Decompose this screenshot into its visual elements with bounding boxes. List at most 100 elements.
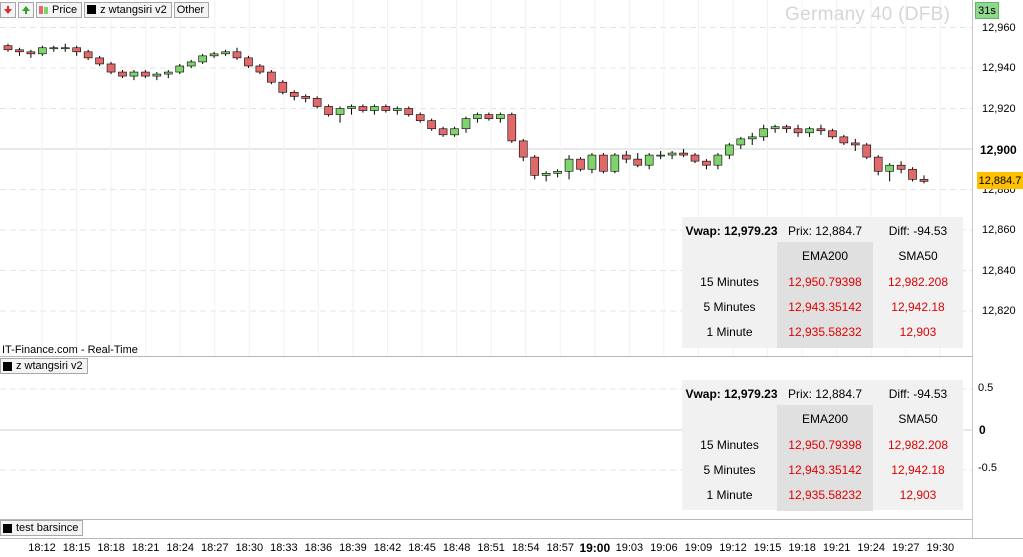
candle-up[interactable]	[656, 154, 665, 157]
candle-down[interactable]	[908, 168, 917, 180]
candle-down[interactable]	[679, 152, 688, 156]
candle-down[interactable]	[530, 156, 540, 176]
time-axis[interactable]: 18:12 18:15 18:18 18:21 18:24 18:27 18:30 18:33…	[0, 538, 1023, 557]
indicator-menu-button[interactable]: z wtangsiri v2	[84, 1, 172, 18]
candle-down[interactable]	[26, 51, 36, 55]
candle-down[interactable]	[404, 108, 414, 115]
other-menu-button[interactable]: Other	[173, 1, 210, 18]
candle-down[interactable]	[839, 136, 849, 144]
bottom-panel-label[interactable]: test barsince	[0, 520, 84, 536]
panel-divider[interactable]	[0, 519, 1023, 520]
candle-down[interactable]	[118, 71, 127, 77]
candle-down[interactable]	[862, 144, 872, 158]
candle-down[interactable]	[896, 164, 906, 170]
candle-down[interactable]	[95, 57, 104, 65]
candle-down[interactable]	[83, 51, 93, 59]
candle-up[interactable]	[60, 47, 70, 50]
candle-up[interactable]	[770, 126, 780, 130]
candle-up[interactable]	[335, 108, 345, 115]
candle-up[interactable]	[152, 73, 162, 77]
candle-down[interactable]	[324, 106, 333, 115]
candle-down[interactable]	[381, 106, 391, 111]
candle-up[interactable]	[713, 154, 723, 166]
candle-down[interactable]	[816, 128, 826, 132]
candle-up[interactable]	[610, 154, 620, 172]
timeframe-label: 5 Minutes	[703, 462, 756, 477]
candle-up[interactable]	[175, 65, 185, 73]
candle-down[interactable]	[358, 106, 368, 111]
candle-down[interactable]	[312, 98, 322, 107]
candle-up[interactable]	[370, 106, 379, 111]
price-candlestick-chart[interactable]	[0, 0, 972, 356]
candle-up[interactable]	[209, 53, 219, 57]
scroll-down-button[interactable]	[0, 1, 16, 18]
candle-down[interactable]	[793, 128, 803, 134]
panel-divider[interactable]	[0, 356, 1023, 357]
candle-down[interactable]	[518, 140, 528, 158]
candle-down[interactable]	[244, 57, 253, 67]
candle-down[interactable]	[507, 114, 517, 142]
candle-down[interactable]	[850, 142, 860, 146]
candle-up[interactable]	[392, 108, 402, 111]
candle-up[interactable]	[49, 47, 59, 50]
candle-down[interactable]	[15, 49, 24, 53]
candle-down[interactable]	[690, 154, 700, 162]
info-column-headers: EMA200 SMA50	[682, 406, 963, 431]
candle-down[interactable]	[621, 154, 631, 160]
indicator-panel[interactable]: z wtangsiri v2 Vwap: 12,979.23 Prix: 12,…	[0, 357, 972, 519]
candle-down[interactable]	[278, 81, 288, 93]
candle-down[interactable]	[415, 114, 425, 121]
candle-up[interactable]	[747, 136, 757, 140]
candle-up[interactable]	[667, 152, 677, 156]
candle-down[interactable]	[599, 154, 608, 172]
candle-up[interactable]	[38, 47, 47, 55]
candle-down[interactable]	[873, 156, 883, 172]
info-row: 15 Minutes 12,950.79398 12,982.208	[682, 432, 963, 457]
candle-up[interactable]	[221, 51, 230, 55]
price-axis[interactable]: 12,960 12,940 12,920 12,900 12,880 12,86…	[972, 0, 1023, 538]
price-chart-panel[interactable]: Price z wtangsiri v2 Other Germany 40 (D…	[0, 0, 972, 356]
candle-down[interactable]	[72, 47, 81, 53]
candle-down[interactable]	[633, 158, 643, 166]
candle-up[interactable]	[885, 164, 894, 172]
candle-up[interactable]	[805, 128, 814, 134]
candle-down[interactable]	[828, 130, 837, 138]
indicator-panel-label[interactable]: z wtangsiri v2	[0, 358, 88, 374]
candle-up[interactable]	[473, 114, 482, 119]
price-menu-button[interactable]: Price	[36, 1, 83, 18]
candle-up[interactable]	[450, 128, 459, 136]
candle-up[interactable]	[496, 114, 505, 119]
candle-down[interactable]	[289, 92, 299, 97]
candle-down[interactable]	[141, 71, 150, 77]
candle-up[interactable]	[644, 154, 654, 166]
candle-down[interactable]	[919, 179, 929, 182]
candle-down[interactable]	[576, 158, 585, 170]
candle-down[interactable]	[301, 96, 311, 99]
candle-down[interactable]	[484, 114, 494, 119]
candle-up[interactable]	[736, 138, 746, 146]
scroll-up-button[interactable]	[18, 1, 34, 18]
candle-up[interactable]	[759, 128, 769, 138]
time-axis-label: 19:03	[615, 542, 644, 554]
candle-down[interactable]	[255, 65, 265, 73]
candle-up[interactable]	[198, 55, 207, 63]
candle-up[interactable]	[541, 173, 551, 176]
candle-up[interactable]	[186, 61, 196, 67]
sma-value: 12,982.208	[887, 437, 949, 452]
candle-down[interactable]	[3, 45, 13, 51]
candle-down[interactable]	[427, 120, 436, 130]
candle-up[interactable]	[461, 118, 471, 130]
candle-down[interactable]	[438, 128, 448, 136]
candle-up[interactable]	[129, 71, 139, 77]
candle-up[interactable]	[553, 170, 562, 174]
candle-down[interactable]	[782, 126, 791, 130]
candle-down[interactable]	[106, 63, 116, 73]
candle-down[interactable]	[702, 160, 711, 166]
candle-up[interactable]	[164, 71, 173, 75]
candle-up[interactable]	[347, 106, 356, 109]
candle-up[interactable]	[725, 144, 734, 156]
candle-up[interactable]	[564, 158, 574, 172]
candle-down[interactable]	[232, 51, 242, 59]
candle-down[interactable]	[267, 71, 276, 83]
candle-up[interactable]	[587, 154, 597, 170]
